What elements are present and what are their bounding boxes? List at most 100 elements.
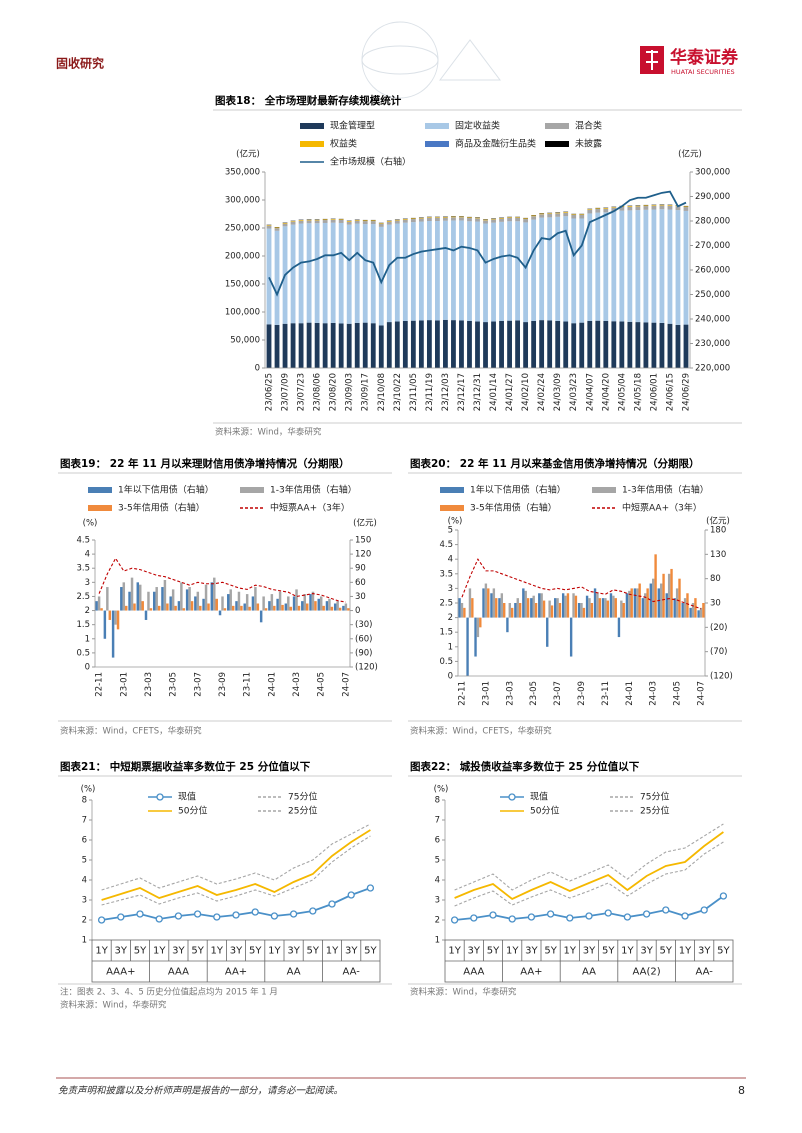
bar — [190, 601, 194, 611]
bar — [215, 598, 218, 611]
bar — [362, 322, 368, 368]
legend-label: 1年以下信用债（右轴） — [118, 484, 214, 496]
bar — [378, 223, 384, 224]
bar — [667, 209, 673, 324]
bar — [617, 617, 621, 638]
bar — [459, 320, 464, 368]
axis-unit: (亿元) — [678, 149, 702, 160]
x-tick-label: 23-11 — [243, 672, 253, 697]
x-tick-label: 23/08/20 — [329, 373, 339, 411]
bar — [630, 588, 633, 618]
bar — [651, 209, 657, 323]
x-tick-label: 24-07 — [697, 681, 707, 706]
bar — [495, 598, 498, 618]
line-marker — [251, 908, 259, 916]
bar — [614, 598, 617, 618]
bar — [490, 593, 493, 618]
bar — [531, 215, 537, 217]
bar — [370, 221, 376, 225]
bar — [185, 589, 189, 611]
bar — [218, 610, 222, 616]
bar — [289, 606, 293, 611]
bar — [418, 217, 424, 219]
legend-swatch — [300, 141, 324, 147]
bar — [555, 212, 561, 214]
x-tick-label: 24-03 — [292, 672, 302, 697]
legend-label: 3-5年信用债（右轴） — [118, 502, 205, 514]
x-tick-label: 1Y — [326, 946, 339, 957]
bar — [491, 218, 496, 220]
line-marker — [566, 914, 574, 922]
y-tick-label: 300,000 — [225, 196, 260, 206]
bar — [539, 217, 545, 321]
bar — [547, 320, 553, 368]
bar — [317, 598, 320, 611]
x-tick-label: 5Y — [544, 946, 557, 957]
y-tick-label: 2.5 — [439, 599, 453, 609]
bar — [540, 593, 543, 618]
bar — [306, 223, 312, 323]
line-marker — [719, 892, 728, 900]
x-tick-label: 23-07 — [553, 681, 563, 706]
bar — [596, 593, 599, 618]
y2-tick-label: 60 — [355, 578, 366, 588]
y-tick-label: 4 — [448, 555, 453, 565]
y2-tick-label: 30 — [355, 592, 366, 602]
bar — [426, 320, 432, 368]
bar — [585, 595, 589, 618]
bar — [571, 214, 577, 219]
bar — [402, 320, 408, 368]
y-tick-label: 8 — [435, 796, 440, 806]
legend-label: 商品及金融衍生品类 — [455, 138, 536, 150]
line-marker — [136, 910, 144, 918]
bar — [582, 607, 586, 618]
bar — [303, 594, 306, 611]
bar — [667, 205, 673, 210]
bar — [149, 608, 153, 611]
bar — [507, 320, 512, 368]
bar — [619, 210, 625, 322]
bar — [619, 321, 625, 368]
bar — [498, 598, 501, 618]
legend-swatch — [425, 141, 449, 147]
bar — [370, 220, 376, 222]
bar — [644, 593, 647, 618]
x-tick-label: 24-07 — [341, 672, 351, 697]
group-label: AA- — [343, 967, 361, 978]
bar — [515, 320, 520, 368]
bar — [507, 217, 512, 218]
bar — [114, 610, 117, 625]
legend-label: 全市场规模（右轴） — [330, 156, 411, 168]
bar — [523, 218, 529, 220]
bar — [587, 209, 593, 214]
x-tick-label: 23-05 — [169, 672, 179, 697]
disclaimer: 免责声明和披露以及分析师声明是报告的一部分，请务必一起阅读。 — [58, 1085, 343, 1097]
y-tick-label: 50,000 — [230, 336, 260, 346]
bar — [330, 222, 336, 323]
bar — [611, 207, 617, 208]
x-tick-label: 23-11 — [601, 681, 611, 706]
bar — [426, 221, 432, 321]
bar — [483, 322, 488, 368]
x-tick-label: 23/12/31 — [473, 373, 483, 411]
group-label: AAA — [168, 967, 189, 978]
y2-tick-label: 280,000 — [695, 217, 730, 227]
x-tick-label: 3Y — [115, 946, 128, 957]
y2-tick-label: 80 — [710, 574, 721, 584]
legend-label: 1-3年信用债（右轴） — [622, 484, 709, 496]
line-marker — [489, 911, 497, 919]
legend-label: 3-5年信用债（右轴） — [470, 502, 557, 514]
y-tick-label: 3.5 — [439, 569, 453, 579]
y2-tick-label: (20) — [710, 623, 727, 633]
y-tick-label: 0 — [85, 663, 90, 673]
bar — [354, 322, 360, 368]
line — [101, 835, 371, 906]
bar — [550, 605, 554, 618]
bar — [659, 322, 665, 368]
bar — [633, 588, 637, 618]
bar — [483, 223, 488, 323]
bar — [603, 208, 609, 209]
bar — [507, 217, 512, 222]
bar — [619, 207, 625, 211]
x-tick-label: 3Y — [583, 946, 596, 957]
